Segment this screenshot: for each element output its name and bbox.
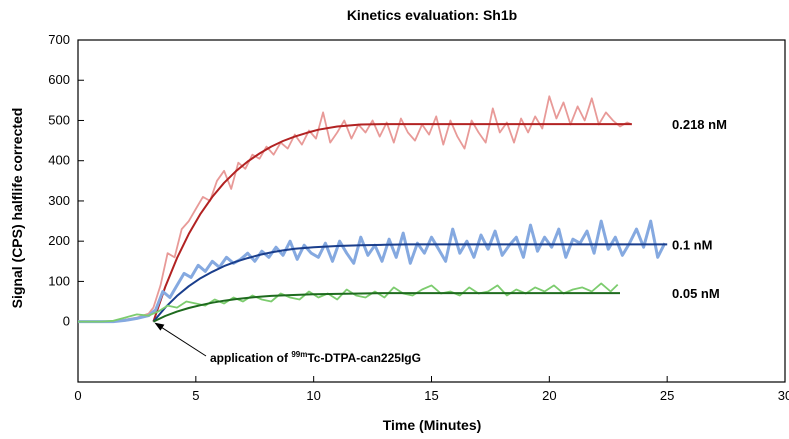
y-tick-label: 100 [48, 273, 70, 288]
x-tick-label: 10 [306, 388, 320, 403]
annotation-superscript: 99m [291, 350, 307, 359]
x-tick-label: 15 [424, 388, 438, 403]
annotation-arrow-head [154, 322, 165, 331]
y-tick-label: 700 [48, 32, 70, 47]
annotation-text: application of 99mTc-DTPA-can225IgG [210, 350, 421, 365]
x-tick-label: 0 [74, 388, 81, 403]
annotation-arrow-line [157, 324, 207, 357]
x-tick-label: 5 [192, 388, 199, 403]
plot-frame [77, 39, 786, 383]
labels-layer: 0.218 nM 0.1 nM 0.05 nM application of 99mT… [154, 117, 727, 365]
y-tick-label: 500 [48, 112, 70, 127]
series-fit-0-1-nM [152, 243, 668, 323]
x-axis-label: Time (Minutes) [383, 417, 482, 433]
x-tick-label: 30 [778, 388, 789, 403]
y-tick-label: 600 [48, 72, 70, 87]
y-tick-label: 200 [48, 233, 70, 248]
series-label-0-218-nM: 0.218 nM [672, 117, 727, 132]
series-layer [78, 95, 668, 324]
annotation-prefix: application of [210, 351, 291, 365]
series-raw-0-1-nM [78, 219, 667, 324]
y-tick-label: 400 [48, 153, 70, 168]
y-tick-label: 300 [48, 193, 70, 208]
x-tick-label: 25 [660, 388, 674, 403]
y-axis-label: Signal (CPS) halflife corrected [9, 108, 25, 309]
annotation-suffix: Tc-DTPA-can225IgG [307, 351, 421, 365]
series-label-0-05-nM: 0.05 nM [672, 286, 720, 301]
y-tick-label: 0 [63, 314, 70, 329]
series-raw-0-05-nM [78, 282, 619, 323]
x-tick-label: 20 [542, 388, 556, 403]
series-raw-0-218-nM [78, 95, 633, 323]
series-fit-0-05-nM [152, 292, 620, 323]
chart-title: Kinetics evaluation: Sh1b [347, 7, 517, 23]
series-label-0-1-nM: 0.1 nM [672, 237, 712, 252]
series-fit-0-218-nM [152, 123, 632, 322]
